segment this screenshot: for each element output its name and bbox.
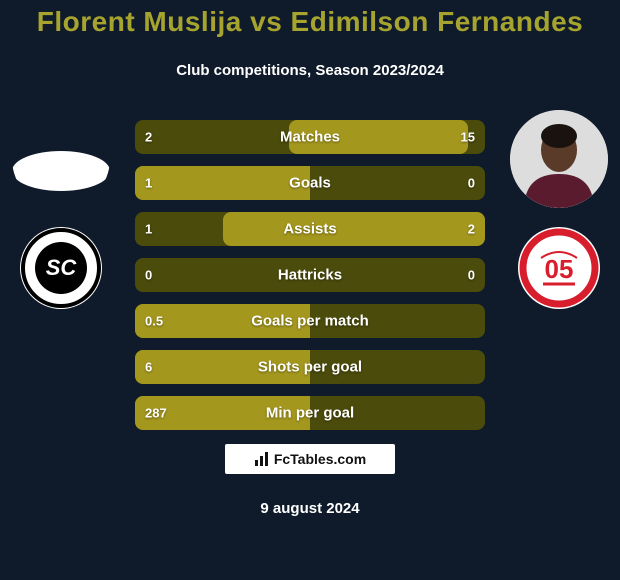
club-badge-icon: SC <box>19 226 103 310</box>
source-brand-text: FcTables.com <box>274 451 366 467</box>
bar-right-half <box>310 350 485 384</box>
right-player-avatar <box>510 110 608 208</box>
bar-left-half <box>135 350 310 384</box>
right-player-column: 05 <box>504 110 614 310</box>
bar-right-half <box>310 166 485 200</box>
bar-left-half <box>135 396 310 430</box>
bar-right-half <box>310 258 485 292</box>
bar-left-half <box>135 166 310 200</box>
page-subtitle: Club competitions, Season 2023/2024 <box>0 62 620 79</box>
bar-left-half <box>135 304 310 338</box>
bar-right-fill <box>310 120 468 154</box>
bar-left-half <box>135 212 310 246</box>
bar-left-fill <box>135 304 310 338</box>
left-club-badge: SC <box>19 226 103 310</box>
bar-left-fill <box>135 396 310 430</box>
bar-right-fill <box>310 212 485 246</box>
stat-row: Hattricks00 <box>135 258 485 292</box>
bar-right-half <box>310 304 485 338</box>
left-player-avatar <box>12 110 110 208</box>
stat-row: Matches215 <box>135 120 485 154</box>
stat-row: Shots per goal6 <box>135 350 485 384</box>
comparison-infographic: Florent Muslija vs Edimilson Fernandes C… <box>0 0 620 580</box>
avatar-placeholder-icon <box>12 151 110 191</box>
bar-left-half <box>135 120 310 154</box>
page-title: Florent Muslija vs Edimilson Fernandes <box>0 6 620 38</box>
stats-bars: Matches215 Goals10 Assists12 Hattricks00 Goa… <box>135 120 485 442</box>
right-club-badge: 05 <box>517 226 601 310</box>
source-brand-badge: FcTables.com <box>225 444 395 474</box>
stat-row: Assists12 <box>135 212 485 246</box>
bar-left-fill <box>135 166 310 200</box>
bar-right-half <box>310 396 485 430</box>
footer-date: 9 august 2024 <box>0 500 620 517</box>
bar-left-fill <box>135 350 310 384</box>
stat-row: Goals per match0.5 <box>135 304 485 338</box>
svg-text:SC: SC <box>46 255 78 280</box>
bar-right-half <box>310 212 485 246</box>
bar-left-fill <box>289 120 310 154</box>
svg-text:05: 05 <box>545 254 574 284</box>
stat-row: Min per goal287 <box>135 396 485 430</box>
bar-right-half <box>310 120 485 154</box>
player-avatar-icon <box>510 110 608 208</box>
chart-icon <box>254 451 270 467</box>
club-badge-icon: 05 <box>517 226 601 310</box>
bar-left-half <box>135 258 310 292</box>
left-player-column: SC <box>6 110 116 310</box>
stat-row: Goals10 <box>135 166 485 200</box>
bar-left-fill <box>223 212 311 246</box>
